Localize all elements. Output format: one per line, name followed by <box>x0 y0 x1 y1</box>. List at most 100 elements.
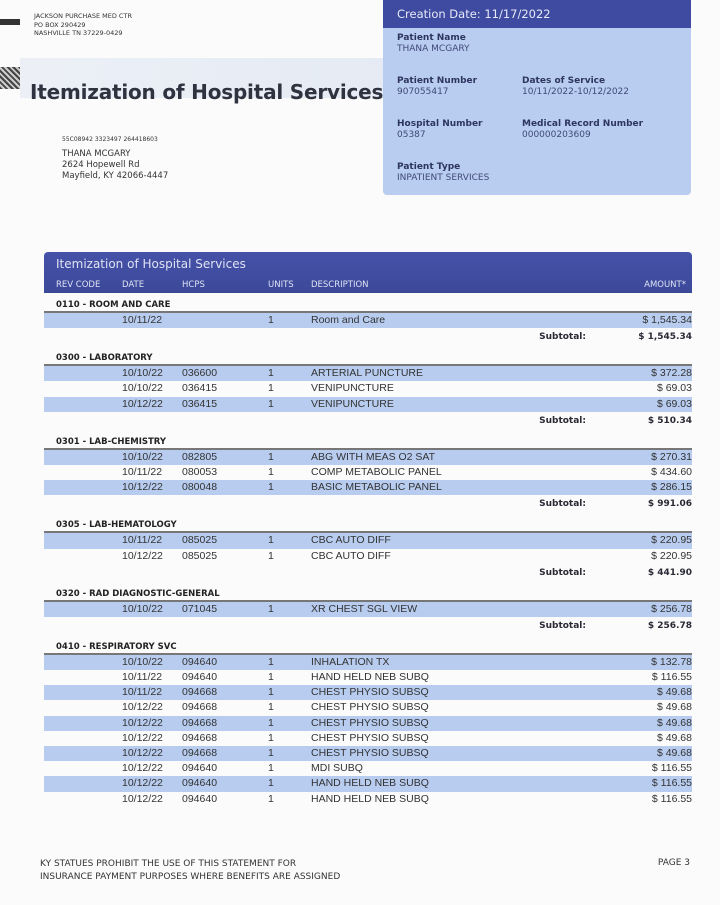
cell-units: 1 <box>268 534 274 547</box>
cell-description: BASIC METABOLIC PANEL <box>311 481 442 494</box>
cell-date: 10/12/22 <box>122 792 163 805</box>
cell-amount: $ 1,545.34 <box>642 314 692 326</box>
table-row: 10/12/22 094640 1 HAND HELD NEB SUBQ $ 116.5… <box>44 792 692 807</box>
cell-units: 1 <box>268 686 274 699</box>
patient-type-field: Patient Type INPATIENT SERVICES <box>397 162 489 183</box>
cell-description: VENIPUNCTURE <box>311 382 394 395</box>
subtotal-label: Subtotal: <box>539 620 586 631</box>
cell-description: CHEST PHYSIO SUBSQ <box>311 701 429 714</box>
recipient-code: 55C08942 3323497 264418603 <box>62 136 158 143</box>
cell-date: 10/12/22 <box>122 716 163 729</box>
cell-description: INHALATION TX <box>311 655 390 668</box>
creation-date: Creation Date: 11/17/2022 <box>383 0 691 28</box>
cell-description: CBC AUTO DIFF <box>311 534 391 547</box>
field-value: 05387 <box>397 130 426 140</box>
cell-hcps: 080048 <box>182 481 218 494</box>
cell-hcps: 094640 <box>182 777 218 790</box>
footer-notice: KY STATUES PROHIBIT THE USE OF THIS STAT… <box>40 858 340 884</box>
cell-amount: $ 132.78 <box>651 655 692 668</box>
cell-description: CHEST PHYSIO SUBSQ <box>311 686 429 699</box>
cell-units: 1 <box>268 481 274 494</box>
cell-units: 1 <box>268 397 274 410</box>
cell-hcps: 094640 <box>182 792 218 805</box>
qr-code <box>0 67 20 89</box>
cell-hcps: 085025 <box>182 534 218 547</box>
cell-amount: $ 69.03 <box>656 382 692 395</box>
cell-description: CBC AUTO DIFF <box>311 549 391 562</box>
table-title: Itemization of Hospital Services <box>56 257 246 271</box>
col-description: DESCRIPTION <box>311 280 369 290</box>
table-body: 0110 - ROOM AND CARE 10/11/22 1 Room and Ca… <box>44 293 692 807</box>
subtotal-row: Subtotal: $ 991.06 <box>44 495 692 513</box>
cell-amount: $ 286.15 <box>651 481 692 494</box>
col-date: DATE <box>122 280 145 290</box>
section-heading: 0410 - RESPIRATORY SVC <box>56 641 177 652</box>
cell-hcps: 094640 <box>182 762 218 775</box>
cell-description: VENIPUNCTURE <box>311 397 394 410</box>
cell-hcps: 094640 <box>182 671 218 684</box>
cell-units: 1 <box>268 777 274 790</box>
table-row: 10/11/22 080053 1 COMP METABOLIC PANEL $ 434… <box>44 465 692 480</box>
cell-date: 10/10/22 <box>122 367 163 380</box>
field-value: 10/11/2022-10/12/2022 <box>522 87 629 97</box>
field-value: THANA MCGARY <box>397 44 470 54</box>
medical-record-number-field: Medical Record Number 000000203609 <box>522 119 643 140</box>
cell-hcps: 094640 <box>182 655 218 668</box>
cell-hcps: 071045 <box>182 602 218 615</box>
cell-date: 10/11/22 <box>122 534 163 547</box>
cell-units: 1 <box>268 450 274 463</box>
recipient-address: 55C08942 3323497 264418603 THANA MCGARY … <box>62 134 168 182</box>
cell-hcps: 082805 <box>182 450 218 463</box>
cell-units: 1 <box>268 465 274 478</box>
cell-units: 1 <box>268 671 274 684</box>
table-row: 10/11/22 1 Room and Care $ 1,545.34 <box>44 311 692 329</box>
cell-amount: $ 116.55 <box>651 792 692 805</box>
col-hcps: HCPS <box>182 280 205 290</box>
table-row: 10/12/22 094668 1 CHEST PHYSIO SUBSQ $ 49.68 <box>44 746 692 762</box>
patient-name-field: Patient Name THANA MCGARY <box>397 33 470 54</box>
subtotal-value: $ 510.34 <box>647 415 692 426</box>
cell-date: 10/11/22 <box>122 465 163 478</box>
subtotal-row: Subtotal: $ 441.90 <box>44 564 692 582</box>
cell-amount: $ 256.78 <box>651 602 692 615</box>
recipient-name: THANA MCGARY <box>62 149 131 159</box>
field-label: Patient Type <box>397 162 461 172</box>
section-heading: 0320 - RAD DIAGNOSTIC-GENERAL <box>56 588 220 599</box>
cell-units: 1 <box>268 367 274 380</box>
cell-date: 10/10/22 <box>122 602 163 615</box>
cell-amount: $ 49.68 <box>656 701 692 714</box>
sender-line1: PO BOX 290429 <box>34 20 86 29</box>
dates-of-service-field: Dates of Service 10/11/2022-10/12/2022 <box>522 76 629 97</box>
subtotal-value: $ 1,545.34 <box>638 332 692 343</box>
footer-line1: KY STATUES PROHIBIT THE USE OF THIS STAT… <box>40 859 297 869</box>
subtotal-value: $ 991.06 <box>647 499 692 510</box>
subtotal-label: Subtotal: <box>539 332 586 343</box>
cell-amount: $ 49.68 <box>656 686 692 699</box>
cell-units: 1 <box>268 762 274 775</box>
table-row: 10/12/22 036415 1 VENIPUNCTURE $ 69.03 <box>44 396 692 412</box>
table-row: 10/10/22 082805 1 ABG WITH MEAS O2 SAT $ 270… <box>44 447 692 465</box>
cell-date: 10/12/22 <box>122 397 163 410</box>
cell-date: 10/11/22 <box>122 314 163 326</box>
cell-description: CHEST PHYSIO SUBSQ <box>311 716 429 729</box>
table-row: 10/12/22 080048 1 BASIC METABOLIC PANEL $ 28… <box>44 480 692 496</box>
table-row: 10/11/22 094668 1 CHEST PHYSIO SUBSQ $ 49.68 <box>44 685 692 701</box>
page-number: PAGE 3 <box>657 858 690 868</box>
cell-date: 10/12/22 <box>122 701 163 714</box>
cell-units: 1 <box>268 701 274 714</box>
cell-date: 10/12/22 <box>122 731 163 744</box>
cell-description: COMP METABOLIC PANEL <box>311 465 442 478</box>
recipient-street: 2624 Hopewell Rd <box>62 160 140 170</box>
sender-line2: NASHVILLE TN 37229-0429 <box>34 29 123 37</box>
cell-amount: $ 434.60 <box>651 465 692 478</box>
field-label: Dates of Service <box>522 76 606 86</box>
cell-hcps: 094668 <box>182 716 218 729</box>
section-heading: 0301 - LAB-CHEMISTRY <box>56 436 167 447</box>
subtotal-row: Subtotal: $ 1,545.34 <box>44 328 692 346</box>
cell-hcps: 085025 <box>182 549 218 562</box>
cell-amount: $ 116.55 <box>651 762 692 775</box>
page-title: Itemization of Hospital Services <box>30 80 384 104</box>
cell-units: 1 <box>268 655 274 668</box>
cell-hcps: 036415 <box>182 397 218 410</box>
itemization-table: Itemization of Hospital Services REV COD… <box>44 252 692 807</box>
